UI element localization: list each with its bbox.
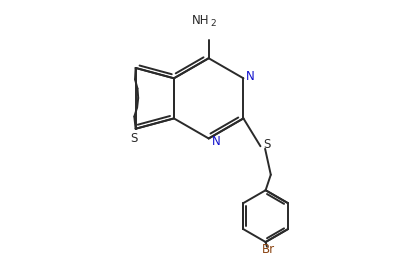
Text: NH: NH <box>192 14 210 27</box>
Text: N: N <box>246 70 255 83</box>
Text: S: S <box>131 132 138 145</box>
Text: 2: 2 <box>210 19 216 28</box>
Text: N: N <box>212 135 220 147</box>
Text: S: S <box>263 138 270 152</box>
Text: Br: Br <box>262 243 275 256</box>
